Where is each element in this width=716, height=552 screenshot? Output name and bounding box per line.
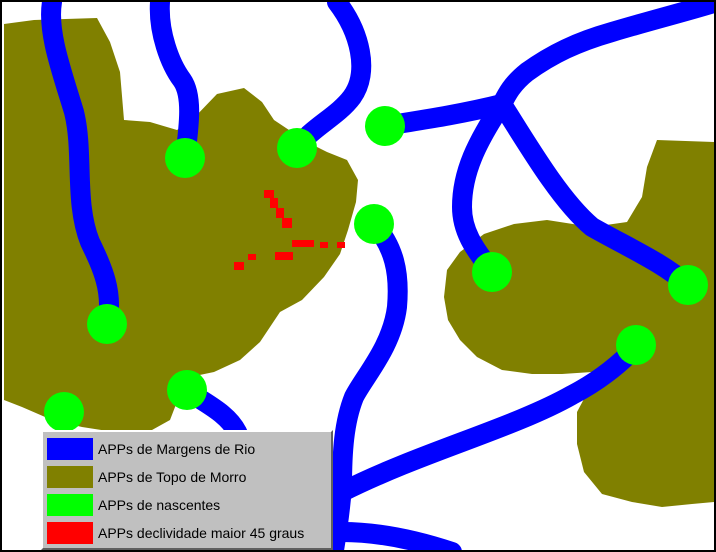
hilltop-area-right	[444, 140, 714, 507]
legend-label: APPs declividade maior 45 graus	[98, 525, 305, 541]
spring-point	[44, 392, 84, 432]
slope-patch	[276, 208, 284, 218]
map-legend: APPs de Margens de Rio APPs de Topo de M…	[41, 430, 333, 550]
river-top-left	[149, 2, 200, 168]
legend-item-river-margins: APPs de Margens de Rio	[47, 435, 327, 463]
spring-point	[616, 325, 656, 365]
slope-patch	[282, 218, 292, 228]
legend-item-steep-slope: APPs declividade maior 45 graus	[47, 519, 327, 547]
slope-patch	[248, 254, 256, 260]
slope-swatch-icon	[47, 522, 93, 544]
river-swatch-icon	[47, 438, 93, 460]
spring-point	[165, 138, 205, 178]
spring-point	[354, 204, 394, 244]
spring-points	[44, 106, 708, 432]
river-left	[41, 2, 120, 334]
spring-point	[668, 265, 708, 305]
spring-swatch-icon	[47, 494, 93, 516]
legend-label: APPs de Topo de Morro	[98, 469, 247, 485]
legend-item-hilltop: APPs de Topo de Morro	[47, 463, 327, 491]
slope-patch	[270, 198, 278, 208]
spring-point	[87, 304, 127, 344]
river-to-lower-right-spring	[332, 337, 646, 502]
river-right-fork	[492, 94, 698, 295]
river-top-center	[287, 2, 372, 158]
spring-point	[472, 252, 512, 292]
river-bottom-branch	[332, 522, 462, 550]
legend-label: APPs de nascentes	[98, 497, 221, 513]
spring-point	[365, 106, 405, 146]
slope-patch	[275, 252, 293, 260]
river-to-center-right-spring	[452, 94, 512, 282]
steep-slope-areas	[234, 190, 345, 270]
slope-patch	[264, 190, 274, 198]
spring-point	[167, 370, 207, 410]
river-top-right	[492, 2, 714, 114]
slope-patch	[320, 242, 328, 248]
hilltop-swatch-icon	[47, 466, 93, 488]
slope-patch	[337, 242, 345, 248]
slope-patch	[234, 262, 244, 270]
legend-label: APPs de Margens de Rio	[98, 441, 256, 457]
spring-point	[277, 128, 317, 168]
slope-patch	[292, 240, 314, 247]
legend-item-springs: APPs de nascentes	[47, 491, 327, 519]
